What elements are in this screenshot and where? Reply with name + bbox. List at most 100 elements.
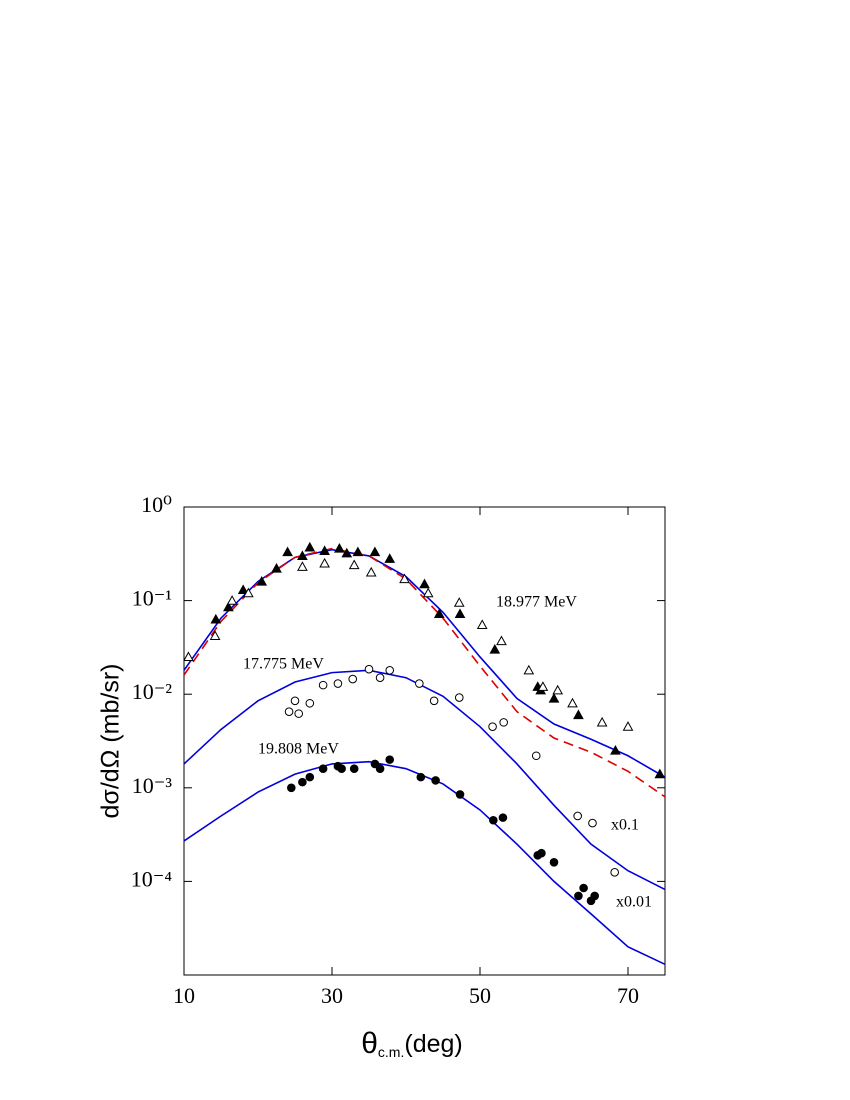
data-point [209,630,221,640]
data-point [433,608,445,619]
y-tick-label: 10⁻³ [132,773,173,798]
data-point [243,587,254,598]
data-point [523,664,535,675]
data-point [319,545,330,555]
y-axis-label: dσ/dΩ (mb/sr) [97,664,125,819]
curve [184,547,665,798]
data-point [223,601,234,612]
data-point [573,811,582,821]
data-point [419,578,430,589]
data-point [596,716,608,727]
x-tick-label: 10 [173,983,195,1008]
x-label-unit: (deg) [404,1030,462,1058]
data-point [348,674,358,684]
data-point [284,707,294,717]
data-point [429,696,439,706]
data-point [290,696,300,706]
data-point [531,751,541,761]
data-point [298,777,307,787]
data-point [431,776,440,785]
data-point [496,635,507,646]
x-axis-label: θc.m.(deg) [361,1027,463,1060]
data-point [385,755,395,764]
data-point [375,673,385,683]
data-point [574,891,583,901]
x-tick-label: 30 [321,983,343,1008]
data-point [364,664,374,674]
data-point [256,575,268,586]
data-point [337,764,346,773]
curve [184,669,665,891]
data-point [305,698,315,708]
data-point [548,692,560,703]
data-point [567,697,578,708]
data-point [499,718,508,727]
data-point [365,566,377,577]
data-point [654,768,665,779]
data-point [455,790,465,799]
data-point [590,891,600,901]
data-point [610,745,621,755]
data-point [352,546,364,557]
y-tick-label: 10⁻¹ [132,586,172,611]
annotation: 19.808 MeV [258,741,339,758]
data-point [334,543,345,553]
data-point [453,597,465,607]
data-point [297,550,308,561]
data-point [422,587,434,598]
annotation: 18.977 MeV [496,594,577,611]
data-point [349,764,359,773]
data-point [210,613,222,624]
x-tick-label: 50 [469,983,491,1008]
data-point [476,619,488,630]
data-point [588,818,597,828]
annotation: x0.01 [616,894,652,911]
data-point [287,783,296,793]
data-point [333,679,343,688]
data-point [454,608,466,619]
data-point [348,559,360,570]
data-point [622,721,634,731]
data-point [305,772,315,782]
y-tick-label: 10⁻² [132,679,173,704]
data-point [454,693,464,702]
data-point [226,595,238,605]
data-point [184,651,194,662]
data-point [385,666,395,675]
data-point [415,679,424,688]
x-label-subscript: c.m. [378,1044,404,1060]
plot-area [184,541,665,966]
data-point [304,541,316,552]
data-point [489,644,501,654]
data-point [375,764,385,773]
x-label-symbol: θ [361,1027,378,1060]
data-point [384,553,396,563]
data-point [318,680,328,690]
data-point [537,681,549,691]
data-point [498,813,508,822]
data-point [237,584,249,595]
data-point [294,709,304,718]
data-point [271,563,282,573]
data-point [610,868,619,877]
data-point [416,772,426,782]
data-point [399,573,410,584]
annotation: x0.1 [611,817,639,834]
data-point [318,764,328,773]
data-point [297,561,308,571]
data-point [552,684,564,695]
data-point [573,709,584,720]
data-point [489,815,498,825]
y-tick-label: 10⁰ [141,492,172,517]
y-tick-label: 10⁻⁴ [131,866,173,891]
data-point [549,857,559,867]
data-point [341,547,353,558]
data-point [488,722,497,731]
data-point [319,557,330,568]
data-point [369,546,381,557]
curve [184,760,665,966]
data-point [370,759,380,769]
data-point [282,546,293,557]
data-point [579,883,588,893]
